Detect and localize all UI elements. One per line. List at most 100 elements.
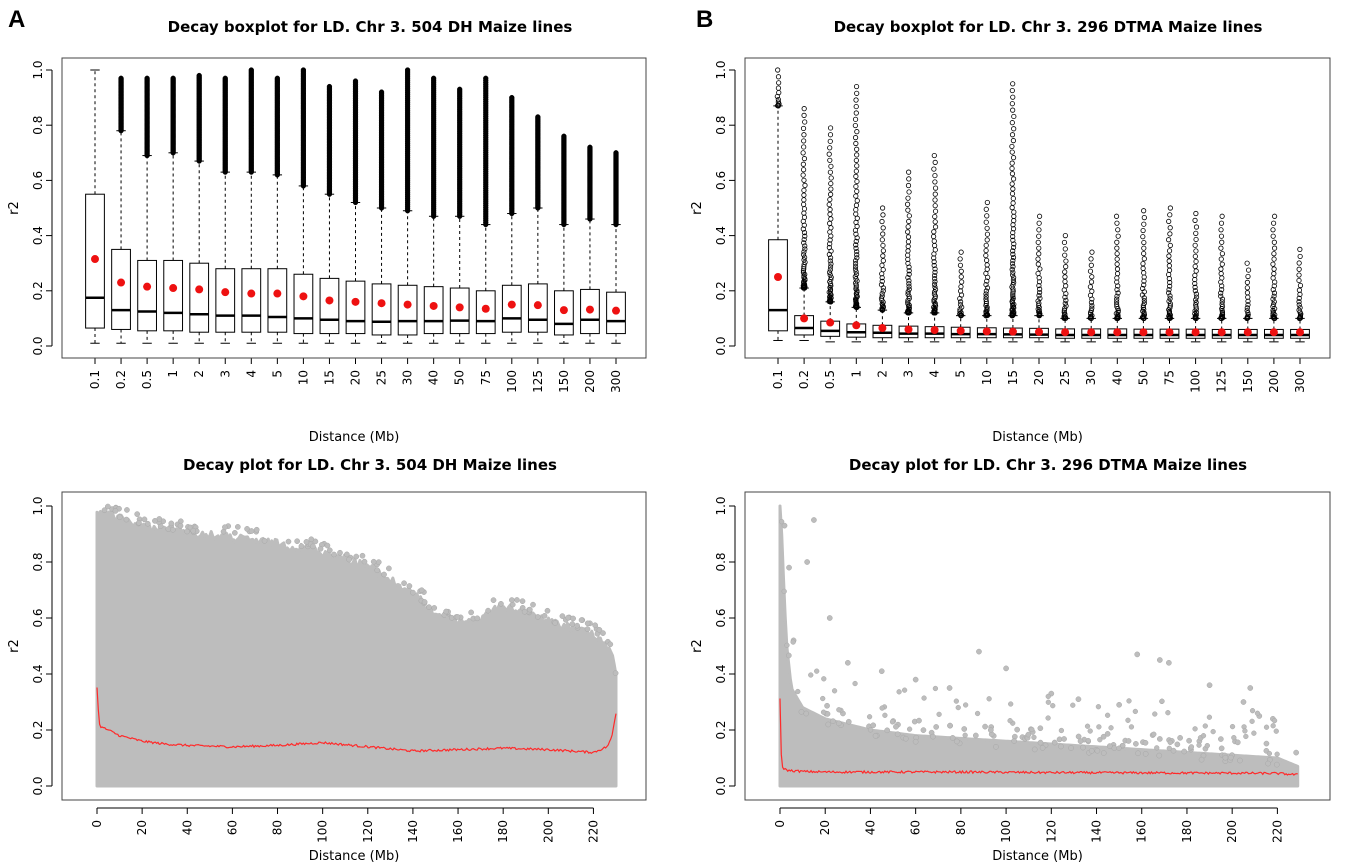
outlier-point [144, 94, 150, 100]
outlier-point [118, 123, 124, 129]
outlier-point [483, 171, 489, 177]
outlier-point [248, 71, 254, 78]
scatter-point [144, 520, 151, 527]
outlier-point [561, 180, 567, 187]
scatter-point [1231, 735, 1237, 741]
outlier-point [274, 99, 281, 105]
outlier-point [404, 193, 411, 200]
outlier-point [1087, 268, 1094, 274]
scatter-point [562, 616, 569, 623]
scatter-point [470, 615, 477, 622]
outlier-point [509, 108, 515, 114]
outlier-point [932, 302, 938, 308]
outlier-point [352, 106, 359, 112]
outlier-point [222, 110, 228, 117]
outlier-point [1010, 81, 1016, 87]
outlier-point [879, 205, 886, 211]
outlier-point [1009, 149, 1015, 155]
box-iqr [1290, 328, 1310, 339]
outlier-point [118, 86, 124, 92]
outlier-point [170, 143, 176, 149]
outlier-point [352, 150, 359, 156]
outlier-point [222, 113, 228, 120]
outlier-point [1193, 224, 1200, 230]
outlier-point [483, 122, 489, 128]
outlier-point [352, 132, 359, 139]
chart-title: Decay plot for LD. Chr 3. 504 DH Maize l… [183, 456, 557, 474]
scatter-outlier [826, 615, 833, 621]
outlier-point [483, 120, 489, 126]
scatter-point [874, 732, 880, 739]
x-tick-label: 40 [180, 820, 194, 835]
outlier-point [1114, 296, 1120, 302]
outlier-point [196, 101, 202, 107]
outlier-point [535, 185, 541, 191]
outlier-point [1270, 301, 1277, 307]
outlier-point [248, 77, 254, 84]
outlier-point [613, 155, 619, 161]
outlier-point [1167, 315, 1173, 321]
outlier-point [1061, 313, 1067, 319]
outlier-point [483, 211, 489, 217]
outlier-point [352, 191, 359, 197]
outlier-point [826, 151, 832, 157]
outlier-point [561, 169, 567, 175]
outlier-point [431, 187, 437, 193]
outlier-point [535, 141, 541, 148]
outlier-point [776, 80, 782, 86]
outlier-point [1063, 303, 1069, 309]
outlier-point [300, 90, 307, 97]
scatter-point [305, 540, 311, 547]
outlier-point [404, 83, 411, 89]
scatter-point [457, 614, 464, 621]
outlier-point [587, 204, 593, 211]
outlier-point [300, 169, 307, 176]
outlier-point [535, 194, 541, 201]
mean-point [904, 325, 913, 334]
outlier-point [509, 202, 515, 208]
scatter-point [190, 529, 197, 536]
outlier-point [906, 278, 912, 284]
x-tick-label: 180 [1180, 820, 1194, 843]
outlier-point [431, 121, 437, 127]
scatter-point [1058, 727, 1065, 734]
outlier-point [378, 133, 385, 139]
scatter-point [160, 518, 167, 525]
scatter-point [261, 537, 268, 544]
outlier-point [613, 216, 619, 223]
outlier-point [196, 147, 202, 153]
scatter-outlier [781, 522, 788, 529]
box-15: 15 [319, 83, 340, 385]
outlier-point [196, 92, 202, 99]
outlier-point [1036, 279, 1043, 285]
outlier-point [1010, 292, 1016, 298]
outlier-point [274, 82, 281, 88]
outlier-point [509, 153, 515, 160]
outlier-point [118, 116, 124, 122]
outlier-point [404, 183, 411, 189]
outlier-point [931, 262, 937, 269]
scatter-point [1222, 754, 1229, 761]
outlier-point [170, 77, 176, 84]
outlier-point [170, 132, 176, 139]
outlier-point [431, 165, 437, 171]
outlier-point [827, 294, 833, 300]
outlier-point [457, 211, 463, 218]
x-tick-label: 20 [1032, 370, 1046, 385]
outlier-point [170, 93, 176, 100]
outlier-point [457, 105, 463, 111]
outlier-point [1062, 300, 1068, 306]
outlier-point [352, 97, 359, 104]
outlier-point [853, 276, 859, 282]
scatter-point [431, 605, 438, 611]
mean-point [481, 304, 490, 313]
outlier-point [1036, 289, 1043, 296]
outlier-point [352, 125, 359, 132]
outlier-point [144, 105, 150, 112]
outlier-point [274, 77, 281, 83]
outlier-point [853, 231, 859, 237]
outlier-point [827, 279, 833, 285]
box-iqr [1107, 328, 1128, 339]
outlier-point [457, 184, 463, 190]
outlier-point [931, 238, 937, 244]
